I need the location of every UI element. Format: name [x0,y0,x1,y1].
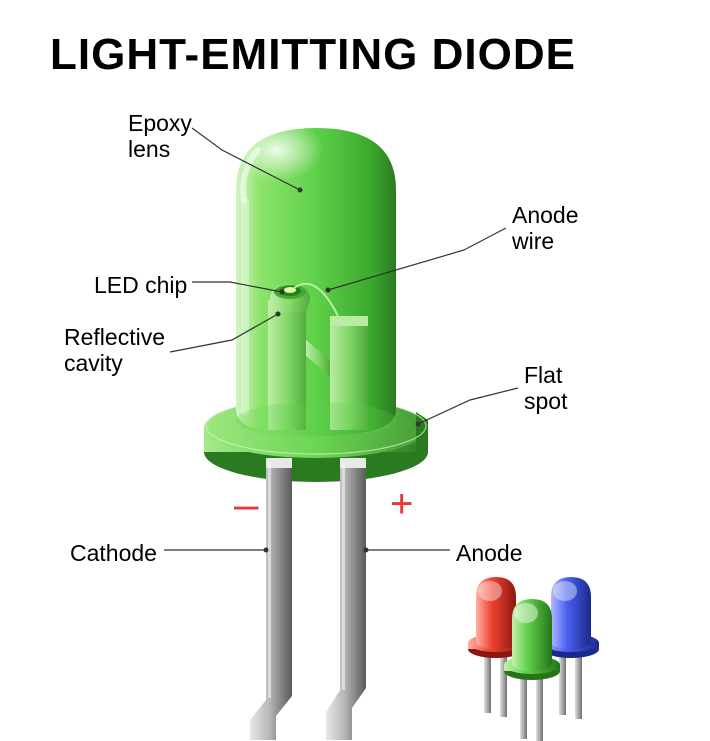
diagram-title: LIGHT-EMITTING DIODE [50,30,576,80]
label-epoxy-lens: Epoxylens [128,110,192,163]
main-led [204,128,428,740]
small-leds-group [468,577,599,741]
label-anode: Anode [456,540,523,566]
anode-lead [326,458,366,740]
label-flat-spot: Flatspot [524,362,567,415]
label-cathode: Cathode [70,540,157,566]
polarity-plus: + [390,482,413,527]
label-reflective-cavity: Reflectivecavity [64,324,165,377]
polarity-minus: – [234,480,258,530]
label-led-chip: LED chip [94,272,187,298]
label-anode-wire: Anodewire [512,202,579,255]
small-led-green [504,599,560,741]
